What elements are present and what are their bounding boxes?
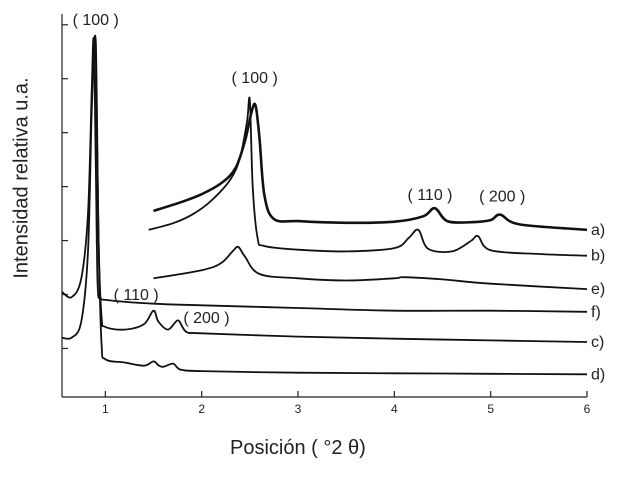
series-label-d: d) (591, 366, 605, 383)
series-label-c: c) (591, 334, 604, 351)
x-tick-label: 3 (295, 402, 302, 416)
series-line-a (153, 102, 588, 232)
series-line-f (61, 37, 588, 313)
x-tick-label: 5 (487, 402, 494, 416)
x-tick-label: 1 (102, 402, 109, 416)
series-line-e (153, 245, 588, 290)
series-label-f: f) (591, 304, 601, 321)
peak-annotation: ( 110 ) (114, 287, 159, 304)
peak-annotation: ( 110 ) (407, 187, 452, 204)
x-tick-label: 2 (198, 402, 205, 416)
peak-annotation: ( 100 ) (232, 70, 278, 87)
x-tick-label: 6 (584, 402, 591, 416)
series-line-c (61, 34, 588, 343)
series-line-d (94, 40, 588, 376)
peak-annotation: ( 100 ) (73, 12, 119, 29)
y-axis-label: Intensidad relativa u.a. (10, 77, 33, 279)
series-label-a: a) (591, 222, 605, 239)
series-label-b: b) (591, 248, 605, 265)
x-tick-label: 4 (391, 402, 398, 416)
peak-annotation: ( 200 ) (479, 189, 525, 206)
series-label-e: e) (591, 281, 605, 298)
peak-annotation: ( 200 ) (183, 310, 229, 327)
series-line-b (148, 96, 588, 257)
x-axis-label: Posición ( °2 θ) (230, 437, 366, 459)
